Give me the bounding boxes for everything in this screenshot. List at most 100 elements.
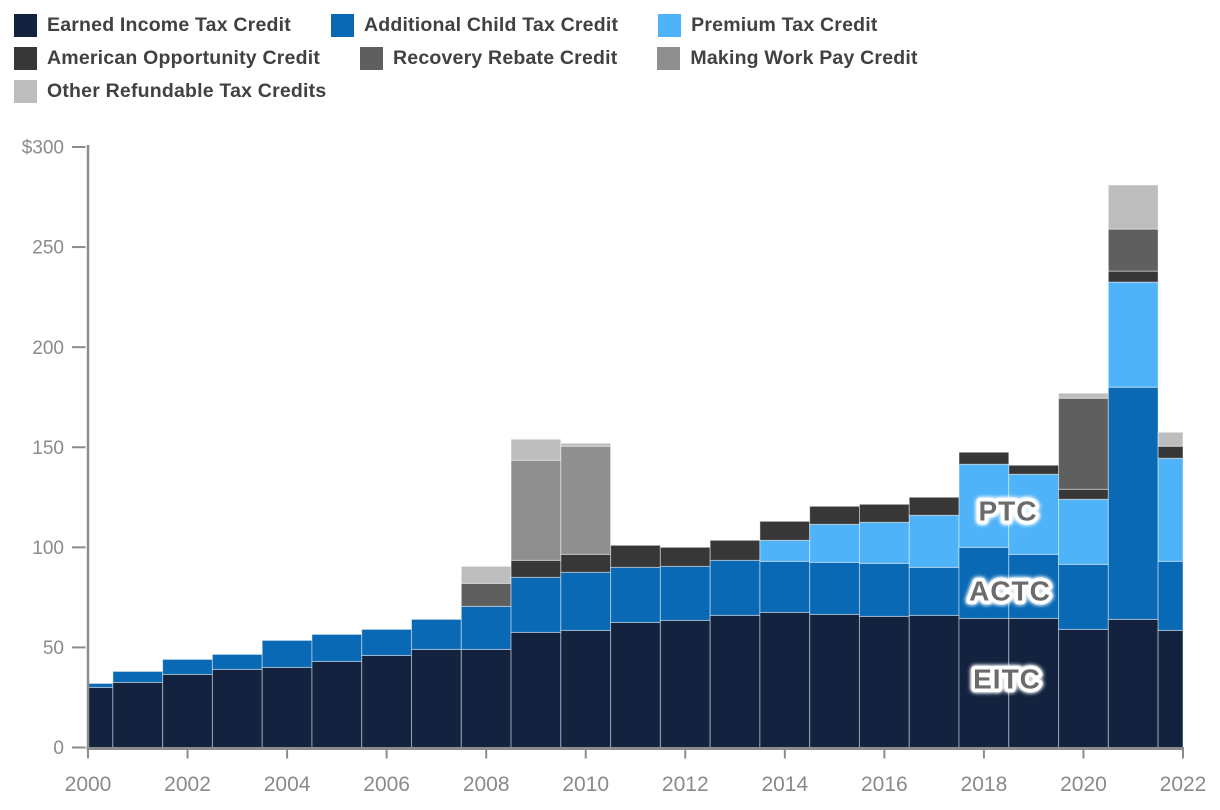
bar-segment-2010-other [560,442,612,447]
bar-segment-2004-actc [261,639,313,668]
bar-segment-2021-aoc [1107,270,1159,283]
bar-segment-2022-aoc [1157,445,1184,459]
bar-segment-2021-actc [1107,386,1159,620]
x-tick-label: 2022 [1160,773,1207,796]
bar-segment-2000-actc [87,682,114,688]
legend-swatch-icon [658,14,682,37]
bar-segment-2015-actc [809,561,860,615]
bar-segment-2015-eitc [809,613,860,749]
bar-segment-2008-other [460,565,512,584]
x-tick-label: 2012 [662,773,709,796]
bar-segment-2016-ptc [858,521,910,564]
bar-segment-2019-aoc [1008,464,1060,475]
legend-label: Additional Child Tax Credit [363,14,619,36]
bar-segment-2013-aoc [709,539,761,561]
bar-segment-2004-eitc [261,666,313,748]
x-tick-label: 2016 [861,773,908,796]
stacked-bars [87,184,1184,749]
bar-segment-2012-actc [659,565,711,621]
bar-segment-2014-ptc [759,539,811,562]
bar-segment-2021-rrc [1107,228,1159,272]
bar-segment-2011-actc [610,566,661,623]
bar-segment-2013-actc [709,559,761,616]
bar-segment-2010-mwp [560,445,612,555]
bar-segment-2003-actc [211,653,263,670]
legend-swatch-icon [330,14,354,37]
bar-segment-2020-rrc [1058,397,1109,490]
bar-segment-2001-actc [112,670,164,683]
legend-label: Earned Income Tax Credit [47,14,291,36]
bar-segment-2009-actc [510,576,562,633]
bar-segment-2018-ptc [958,463,1010,548]
x-tick-label: 2000 [65,773,112,796]
bar-segment-2020-aoc [1058,488,1109,500]
legend-label: Premium Tax Credit [691,14,878,36]
x-tick-label: 2004 [264,773,311,796]
legend-label: Other Refundable Tax Credits [47,80,327,102]
legend-label: American Opportunity Credit [47,47,321,69]
legend-swatch-icon [14,80,37,103]
bar-segment-2020-ptc [1058,498,1109,565]
bar-segment-2014-actc [759,560,811,613]
legend-swatch-icon [360,47,384,70]
bar-segment-2014-aoc [759,520,811,541]
bar-segment-2011-eitc [610,621,661,749]
bar-segment-2015-ptc [809,523,860,563]
bar-segment-2013-eitc [709,614,761,749]
legend-swatch-icon [657,47,681,70]
legend-item-aoc: American Opportunity Credit [14,47,320,70]
bar-segment-2018-actc [958,546,1010,619]
bar-segment-2016-eitc [858,615,910,749]
bar-segment-2008-rrc [460,582,512,607]
bar-segment-2009-eitc [510,631,562,749]
bar-segment-2019-ptc [1008,473,1060,555]
x-tick-label: 2018 [961,773,1008,796]
bar-segment-2020-actc [1058,563,1109,630]
x-tick-label: 2002 [164,773,211,796]
legend-item-rrc: Recovery Rebate Credit [360,47,617,70]
bar-segment-2012-aoc [659,546,711,567]
y-tick-label: 250 [32,238,64,259]
bar-segment-2017-ptc [908,514,960,568]
legend: Earned Income Tax Credit Additional Child… [14,14,1029,103]
y-tick-label: $300 [22,138,64,159]
bar-segment-2007-actc [411,618,462,650]
bar-segment-2012-eitc [659,619,711,749]
bar-segment-2015-aoc [809,505,860,525]
bar-segment-2022-other [1157,431,1184,447]
bar-segment-2021-eitc [1107,618,1159,749]
bar-segment-2009-other [510,438,562,461]
legend-item-ptc: Premium Tax Credit [658,14,877,37]
bar-segment-2006-eitc [361,654,413,748]
legend-label: Making Work Pay Credit [690,47,918,69]
area-label-ptc: PTC [979,496,1038,527]
bar-segment-2000-eitc [87,686,114,749]
legend-swatch-icon [14,47,37,70]
legend-label: Recovery Rebate Credit [393,47,618,69]
bar-segment-2017-eitc [908,614,960,749]
x-tick-label: 2006 [363,773,410,796]
bar-segment-2010-eitc [560,629,612,749]
x-tick-label: 2014 [761,773,808,796]
bar-segment-2009-aoc [510,559,562,578]
bar-segment-2017-aoc [908,496,960,516]
bar-segment-2005-actc [311,633,363,662]
bar-segment-2018-aoc [958,451,1010,465]
y-tick-label: 150 [32,438,64,459]
bar-segment-2022-eitc [1157,629,1184,749]
bar-segment-2008-eitc [460,648,512,748]
bar-segment-2006-actc [361,628,413,656]
bar-segment-2010-aoc [560,553,612,573]
y-tick-label: 50 [43,638,64,659]
bar-segment-2002-eitc [162,673,213,748]
bar-segment-2001-eitc [112,681,164,749]
y-tick-label: 100 [32,538,64,559]
bar-segment-2021-ptc [1107,281,1159,388]
y-tick-label: 0 [53,738,64,759]
x-tick-label: 2008 [463,773,510,796]
bar-segment-2010-actc [560,571,612,631]
bar-segment-2009-mwp [510,459,562,561]
bar-segment-2008-actc [460,605,512,650]
y-tick-label: 200 [32,338,64,359]
